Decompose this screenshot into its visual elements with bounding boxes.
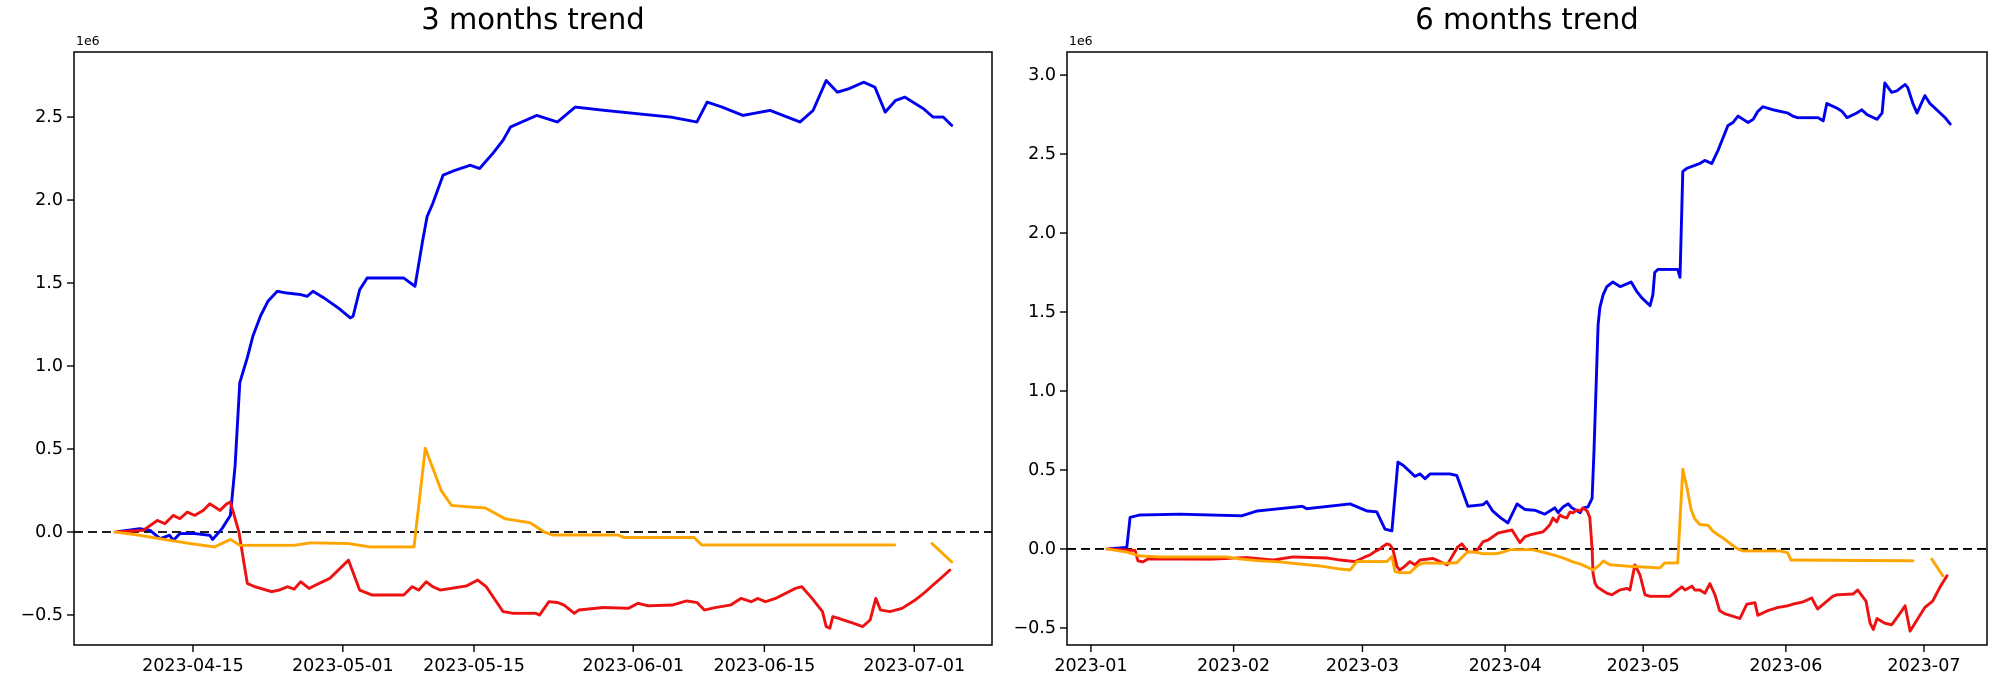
- blue-line: [113, 79, 954, 542]
- y-tick-label: 2.5: [35, 107, 63, 128]
- y-tick-label: −0.5: [1013, 617, 1057, 638]
- y-tick-label: 1.5: [35, 273, 63, 294]
- y-tick-label: 1.5: [1028, 302, 1056, 322]
- orange-line: [1105, 467, 1915, 575]
- y-axis-offset-label: 1e6: [1069, 33, 1093, 48]
- x-tick-label: 2023-06-15: [713, 656, 816, 676]
- y-axis-offset-label: 1e6: [76, 33, 100, 48]
- axes-frame: [1066, 51, 1988, 646]
- x-tick-label: 2023-06-01: [582, 656, 685, 676]
- x-tick-label: 2023-02: [1197, 656, 1271, 676]
- y-tick-label: 1.0: [1028, 380, 1056, 401]
- y-tick-label: 2.5: [1028, 144, 1056, 165]
- y-tick-label: 0.0: [35, 521, 63, 542]
- x-tick-label: 2023-01: [1054, 656, 1128, 676]
- chart-title-3-months: 3 months trend: [421, 2, 645, 36]
- red-line: [1105, 506, 1949, 633]
- x-tick-label: 2023-07-01: [863, 656, 966, 676]
- y-tick-label: 0.0: [1028, 538, 1056, 559]
- orange-line: [930, 542, 954, 564]
- x-tick-label: 2023-05-01: [291, 656, 394, 676]
- y-tick-label: 2.0: [35, 190, 63, 211]
- red-line: [113, 500, 952, 630]
- y-tick-label: 0.5: [1028, 459, 1056, 480]
- x-tick-label: 2023-04-15: [142, 656, 244, 676]
- orange-line: [1930, 557, 1945, 578]
- y-tick-label: 2.0: [1028, 223, 1056, 244]
- axes-frame: [73, 51, 993, 646]
- x-tick-label: 2023-05-15: [423, 656, 525, 676]
- y-tick-label: 0.5: [35, 438, 63, 459]
- y-tick-label: 1.0: [35, 356, 63, 376]
- orange-line: [113, 446, 897, 549]
- x-tick-label: 2023-05: [1606, 656, 1680, 676]
- chart-title-6-months: 6 months trend: [1415, 2, 1639, 36]
- x-tick-label: 2023-03: [1325, 656, 1400, 676]
- y-tick-label: 3.0: [1028, 65, 1056, 86]
- x-tick-label: 2023-04: [1468, 656, 1542, 676]
- x-tick-label: 2023-06: [1749, 656, 1823, 676]
- y-tick-label: −0.5: [20, 604, 64, 625]
- blue-line: [1105, 81, 1952, 551]
- x-tick-label: 2023-07: [1887, 656, 1961, 676]
